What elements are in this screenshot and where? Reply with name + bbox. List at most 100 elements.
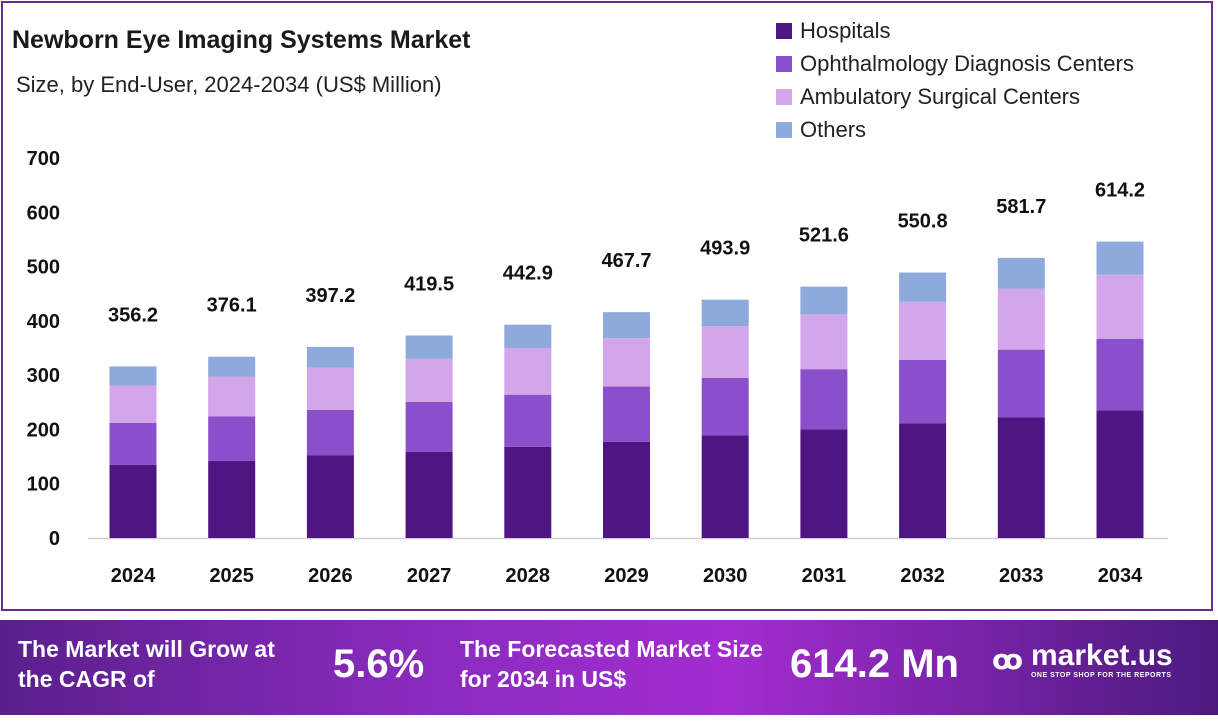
total-data-label: 493.9 [700, 238, 750, 260]
x-tick-label: 2032 [900, 565, 945, 587]
bar-segment-others [306, 346, 354, 368]
bar-segment-others [899, 272, 947, 302]
bar-segment-others [800, 286, 848, 315]
y-tick-label: 600 [27, 202, 60, 224]
legend-label: Ambulatory Surgical Centers [800, 83, 1081, 109]
bar-segment-ophthalmology-diagnosis-centers [306, 409, 354, 456]
total-data-label: 550.8 [898, 211, 948, 233]
bar-segment-hospitals [701, 435, 749, 538]
stacked-bar-chart: 0 100 200 300 400 500 600 700 356.2 2024 376.1 2025… [27, 148, 1168, 587]
footer-banner: The Market will Grow at the CAGR of 5.6%… [0, 620, 1218, 715]
cagr-value: 5.6% [333, 642, 425, 686]
legend-swatch [776, 22, 792, 39]
legend: Hospitals Ophthalmology Diagnosis Center… [776, 14, 1134, 146]
bar-segment-ambulatory-surgical-centers [603, 338, 650, 387]
x-tick-label: 2024 [111, 565, 156, 587]
bar-segment-ambulatory-surgical-centers [899, 301, 947, 360]
bar-segment-ophthalmology-diagnosis-centers [603, 386, 650, 442]
logo-icon: ꝏ [992, 644, 1023, 675]
bar-segment-ophthalmology-diagnosis-centers [899, 359, 947, 424]
market-us-logo: ꝏ market.us ONE STOP SHOP FOR THE REPORT… [992, 639, 1173, 680]
legend-swatch [776, 88, 792, 105]
y-tick-label: 700 [27, 148, 60, 170]
legend-item-hospitals: Hospitals [776, 14, 1134, 47]
bar-segment-others [997, 257, 1045, 289]
x-tick-label: 2029 [604, 565, 649, 587]
bar-segment-ophthalmology-diagnosis-centers [800, 369, 848, 430]
y-tick-label: 400 [27, 311, 60, 333]
bar-segment-ambulatory-surgical-centers [800, 314, 848, 370]
x-tick-label: 2030 [703, 565, 748, 587]
bar-segment-ambulatory-surgical-centers [208, 376, 256, 417]
bar-segment-hospitals [800, 429, 848, 538]
x-tick-label: 2031 [802, 565, 847, 587]
forecast-text: The Forecasted Market Size for 2034 in U… [460, 636, 763, 692]
y-tick-label: 0 [49, 528, 60, 550]
x-tick-label: 2026 [308, 565, 353, 587]
cagr-text: The Market will Grow at the CAGR of [18, 636, 275, 692]
total-data-label: 376.1 [207, 295, 257, 317]
total-data-label: 356.2 [108, 304, 158, 326]
total-data-label: 467.7 [601, 250, 651, 272]
total-data-label: 521.6 [799, 225, 849, 247]
bar-segment-hospitals [109, 464, 157, 538]
bar-segment-ambulatory-surgical-centers [405, 358, 453, 402]
legend-label: Ophthalmology Diagnosis Centers [800, 50, 1134, 76]
bar-segment-ophthalmology-diagnosis-centers [1096, 338, 1144, 411]
bar-segment-ophthalmology-diagnosis-centers [208, 416, 256, 461]
legend-swatch [776, 55, 792, 72]
bar-segment-others [603, 312, 650, 339]
bar-segment-ambulatory-surgical-centers [109, 385, 157, 423]
x-tick-label: 2028 [506, 565, 551, 587]
bar-segment-ophthalmology-diagnosis-centers [997, 349, 1045, 418]
logo-tagline: ONE STOP SHOP FOR THE REPORTS [1030, 672, 1172, 679]
bar-segment-ophthalmology-diagnosis-centers [109, 422, 157, 465]
legend-item-ophthalmology: Ophthalmology Diagnosis Centers [776, 47, 1134, 80]
chart-title: Newborn Eye Imaging Systems Market [12, 26, 471, 54]
x-tick-label: 2034 [1098, 565, 1143, 587]
logo-text: market.us [1030, 639, 1173, 672]
legend-label: Hospitals [800, 17, 891, 43]
legend-item-others: Others [776, 113, 1134, 146]
bar-segment-ophthalmology-diagnosis-centers [701, 377, 749, 436]
bar-segment-hospitals [208, 460, 256, 538]
total-data-label: 614.2 [1095, 180, 1145, 202]
bar-segment-hospitals [899, 423, 947, 538]
total-data-label: 419.5 [404, 274, 454, 296]
x-tick-label: 2033 [999, 565, 1044, 587]
y-tick-label: 300 [27, 365, 60, 387]
chart-frame [1, 1, 1213, 611]
bar-segment-ophthalmology-diagnosis-centers [405, 401, 453, 452]
chart-subtitle: Size, by End-User, 2024-2034 (US$ Millio… [16, 72, 442, 97]
bar-segment-ambulatory-surgical-centers [504, 348, 552, 395]
y-tick-label: 500 [27, 257, 60, 279]
x-tick-label: 2025 [209, 565, 254, 587]
bar-segment-hospitals [603, 441, 650, 538]
bar-segment-ambulatory-surgical-centers [997, 288, 1045, 350]
bar-segment-others [1096, 241, 1144, 275]
forecast-value: 614.2 Mn [790, 642, 959, 686]
bar-segment-hospitals [997, 417, 1045, 538]
bar-segment-others [109, 366, 157, 386]
bar-segment-others [504, 324, 552, 348]
legend-label: Others [800, 116, 867, 142]
bar-segment-hospitals [504, 446, 552, 538]
bar-segment-hospitals [405, 451, 453, 538]
y-tick-label: 200 [27, 419, 60, 441]
bar-segment-hospitals [306, 455, 354, 538]
bar-segment-ambulatory-surgical-centers [701, 326, 749, 378]
x-tick-label: 2027 [407, 565, 452, 587]
bar-segment-others [208, 356, 256, 377]
bar-segment-others [405, 335, 453, 359]
bar-segment-ambulatory-surgical-centers [1096, 274, 1144, 339]
bar-segment-ambulatory-surgical-centers [306, 367, 354, 410]
total-data-label: 397.2 [305, 285, 355, 307]
y-tick-label: 100 [27, 474, 60, 496]
legend-swatch [776, 121, 792, 138]
bar-segment-hospitals [1096, 410, 1144, 538]
legend-item-ambulatory: Ambulatory Surgical Centers [776, 80, 1134, 113]
bar-segment-others [701, 299, 749, 327]
bar-segment-ophthalmology-diagnosis-centers [504, 394, 552, 447]
total-data-label: 442.9 [503, 263, 553, 285]
total-data-label: 581.7 [996, 196, 1046, 218]
